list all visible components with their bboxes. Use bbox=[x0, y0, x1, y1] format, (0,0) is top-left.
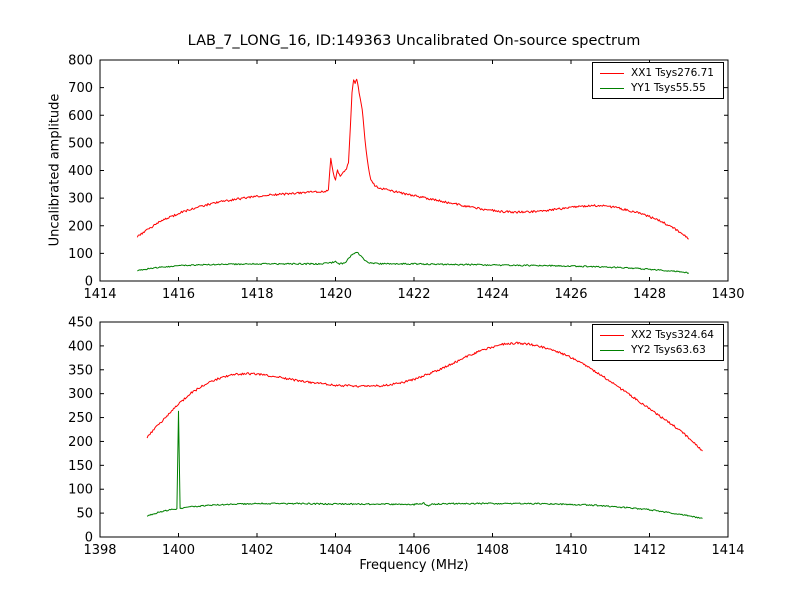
tick-label: 150 bbox=[68, 459, 93, 474]
tick-label: 1404 bbox=[319, 543, 352, 558]
legend-entry: XX2 Tsys324.64 bbox=[600, 329, 714, 341]
tick-label: 100 bbox=[68, 483, 93, 498]
legend-top: XX1 Tsys276.71 YY1 Tsys55.55 bbox=[592, 62, 724, 99]
legend-entry: XX1 Tsys276.71 bbox=[600, 67, 714, 79]
tick-label: 300 bbox=[68, 387, 93, 402]
tick-label: 350 bbox=[68, 363, 93, 378]
tick-label: 0 bbox=[85, 275, 93, 290]
tick-label: 600 bbox=[68, 109, 93, 124]
legend-label-xx2: XX2 Tsys324.64 bbox=[631, 329, 714, 341]
tick-label: 1406 bbox=[397, 543, 430, 558]
legend-entry: YY1 Tsys55.55 bbox=[600, 82, 714, 94]
legend-label-xx1: XX1 Tsys276.71 bbox=[631, 67, 714, 79]
legend-entry: YY2 Tsys63.63 bbox=[600, 344, 714, 356]
line-swatch-yy2 bbox=[600, 349, 625, 351]
tick-label: 0 bbox=[85, 531, 93, 546]
subplot-top-canvas: 1414 1416 1418 1420 1422 1424 1426 1428 1430 0 100… bbox=[68, 54, 744, 303]
tick-label: 400 bbox=[68, 164, 93, 179]
tick-label: 1398 bbox=[83, 543, 116, 558]
tick-label: 200 bbox=[68, 435, 93, 450]
series-line bbox=[136, 78, 689, 240]
tick-label: 1430 bbox=[711, 287, 744, 302]
tick-label: 400 bbox=[68, 339, 93, 354]
series-line bbox=[146, 341, 703, 452]
series-line bbox=[137, 251, 689, 274]
tick-label: 1408 bbox=[476, 543, 509, 558]
tick-label: 1414 bbox=[83, 287, 116, 302]
tick-label: 1422 bbox=[397, 287, 430, 302]
legend-label-yy2: YY2 Tsys63.63 bbox=[631, 344, 706, 356]
tick-label: 1400 bbox=[162, 543, 195, 558]
tick-label: 250 bbox=[68, 411, 93, 426]
tick-label: 1418 bbox=[240, 287, 273, 302]
line-swatch-yy1 bbox=[600, 87, 625, 89]
tick-label: 1424 bbox=[476, 287, 509, 302]
subplot-bottom-canvas: 1398 1400 1402 1404 1406 1408 1410 1412 1414 0 50 1… bbox=[68, 316, 744, 559]
series-line bbox=[146, 410, 703, 519]
tick-label: 450 bbox=[68, 316, 93, 331]
tick-label: 1410 bbox=[554, 543, 587, 558]
line-swatch-xx2 bbox=[600, 334, 625, 336]
tick-label: 500 bbox=[68, 136, 93, 151]
tick-label: 100 bbox=[68, 247, 93, 262]
tick-label: 1420 bbox=[319, 287, 352, 302]
legend-label-yy1: YY1 Tsys55.55 bbox=[631, 82, 706, 94]
tick-label: 1412 bbox=[633, 543, 666, 558]
tick-label: 700 bbox=[68, 81, 93, 96]
tick-label: 1402 bbox=[240, 543, 273, 558]
plot-title: LAB_7_LONG_16, ID:149363 Uncalibrated On… bbox=[187, 33, 641, 49]
legend-bottom: XX2 Tsys324.64 YY2 Tsys63.63 bbox=[592, 324, 724, 361]
x-axis-label: Frequency (MHz) bbox=[359, 558, 469, 573]
tick-label: 1416 bbox=[162, 287, 195, 302]
tick-label: 1428 bbox=[633, 287, 666, 302]
tick-label: 300 bbox=[68, 192, 93, 207]
tick-label: 1414 bbox=[711, 543, 744, 558]
tick-label: 1426 bbox=[554, 287, 587, 302]
tick-label: 50 bbox=[76, 507, 93, 522]
tick-label: 800 bbox=[68, 54, 93, 69]
line-swatch-xx1 bbox=[600, 72, 625, 74]
tick-label: 200 bbox=[68, 219, 93, 234]
